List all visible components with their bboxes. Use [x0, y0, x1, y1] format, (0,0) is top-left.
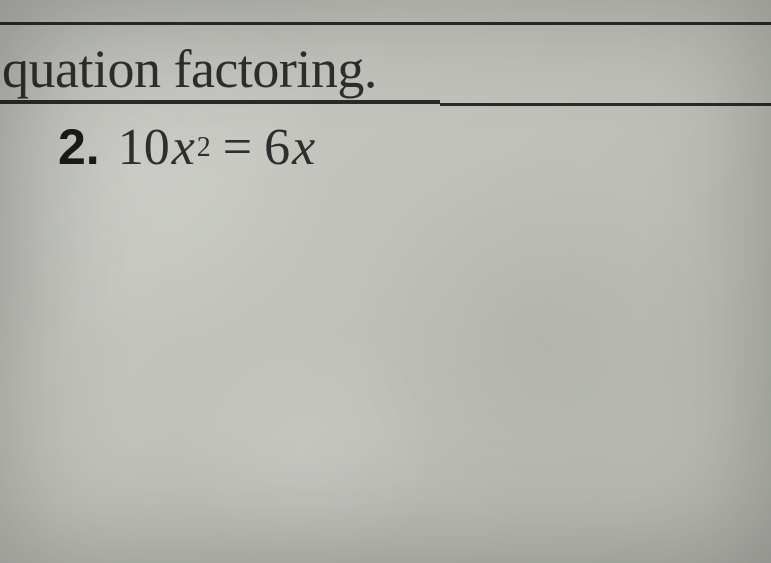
heading-rule-right	[440, 103, 771, 106]
variable-2: x	[292, 118, 315, 177]
exponent-1: 2	[197, 132, 211, 164]
variable-1: x	[172, 118, 195, 177]
heading-underline	[0, 100, 440, 104]
problem-number: 2.	[58, 118, 100, 176]
equals-sign: =	[223, 118, 252, 177]
section-heading: quation factoring.	[0, 38, 771, 100]
coefficient-1: 10	[118, 118, 170, 177]
problem-container: 2. 10x2 = 6x	[58, 118, 315, 177]
coefficient-2: 6	[264, 118, 290, 177]
equation: 10x2 = 6x	[118, 118, 316, 177]
heading-container: quation factoring.	[0, 38, 771, 100]
top-rule-line	[0, 22, 771, 25]
